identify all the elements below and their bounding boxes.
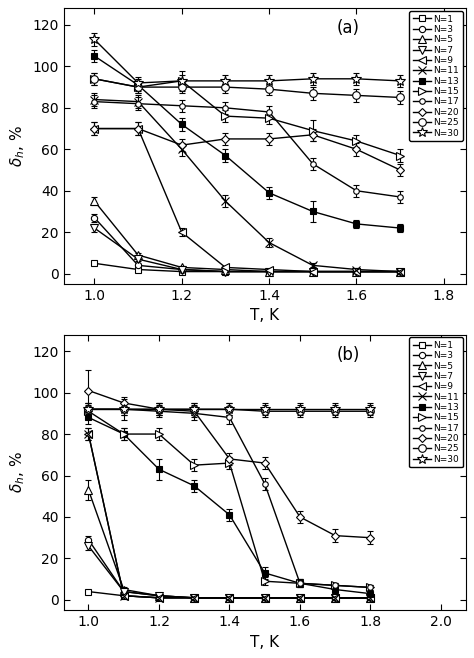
- X-axis label: T, K: T, K: [250, 635, 279, 649]
- Y-axis label: $\delta_h$, %: $\delta_h$, %: [9, 125, 27, 167]
- X-axis label: T, K: T, K: [250, 309, 279, 324]
- Text: (b): (b): [337, 345, 360, 364]
- Legend: N=1, N=3, N=5, N=7, N=9, N=11, N=13, N=15, N=17, N=20, N=25, N=30: N=1, N=3, N=5, N=7, N=9, N=11, N=13, N=1…: [409, 338, 463, 467]
- Text: (a): (a): [337, 19, 360, 38]
- Legend: N=1, N=3, N=5, N=7, N=9, N=11, N=13, N=15, N=17, N=20, N=25, N=30: N=1, N=3, N=5, N=7, N=9, N=11, N=13, N=1…: [409, 11, 463, 141]
- Y-axis label: $\delta_h$, %: $\delta_h$, %: [9, 451, 27, 494]
